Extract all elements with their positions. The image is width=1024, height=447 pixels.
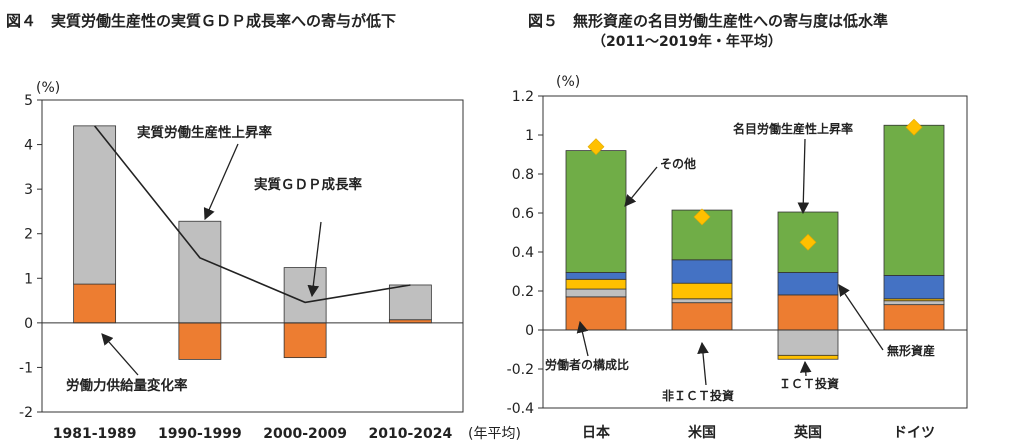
- chart2-category-label: 英国: [793, 424, 822, 441]
- chart2-bars: [565, 124, 945, 360]
- chart2-bar-segment: [777, 329, 839, 356]
- chart2-markers: [587, 118, 923, 251]
- chart2-ytick-label: 0.8: [512, 167, 534, 183]
- chart1-ytick-label: 0: [24, 316, 33, 332]
- chart2-ytick-label: 1.2: [512, 89, 534, 105]
- chart2-category-label: 米国: [688, 424, 716, 441]
- chart2-ytick-label: 1: [525, 128, 534, 144]
- chart2-bar-segment: [883, 124, 945, 276]
- chart-figure4: 図４ 実質労働生産性の実質ＧＤＰ成長率への寄与が低下 (%) (年平均) -2-…: [6, 12, 521, 442]
- chart2-y-axis: -0.4 -0.2 0 0.2 0.4 0.6 0.8 1 1.2: [507, 89, 543, 417]
- chart2-bar-segment: [671, 298, 733, 304]
- chart2-category-label: 日本: [582, 424, 611, 441]
- chart1-x-axis: 1981-1989 1990-1999 2000-2009 2010-2024: [53, 426, 453, 442]
- chart2-annotation-other: その他: [660, 156, 696, 171]
- chart1-ytick-label: 4: [24, 138, 33, 154]
- chart2-annotation-intangible: 無形資産: [887, 343, 935, 358]
- chart2-ytick-label: 0: [525, 323, 534, 339]
- chart1-annotation-productivity: 実質労働生産性上昇率: [137, 124, 272, 141]
- chart1-bar-segment: [73, 125, 117, 285]
- chart-figure5: 図５ 無形資産の名目労働生産性への寄与度は低水準 （2011～2019年・年平均…: [507, 12, 968, 441]
- chart2-arrow-nonict: [697, 341, 709, 386]
- chart1-ytick-label: -2: [19, 405, 33, 421]
- chart1-plot-frame: [41, 99, 464, 413]
- chart1-ytick-label: 5: [24, 93, 33, 109]
- chart1-bar-segment: [283, 322, 327, 359]
- chart1-annotation-gdp: 実質ＧＤＰ成長率: [254, 176, 362, 193]
- chart1-bar-segment: [73, 283, 117, 324]
- chart1-x-note: (年平均): [468, 426, 521, 442]
- chart1-ytick-label: 1: [24, 271, 33, 287]
- chart2-title: 図５ 無形資産の名目労働生産性への寄与度は低水準: [528, 12, 888, 30]
- chart2-ylabel: (%): [556, 74, 580, 90]
- chart2-bar-segment: [671, 302, 733, 331]
- chart2-annotation-nonict: 非ＩＣＴ投資: [662, 388, 734, 403]
- chart2-arrow-intangible: [838, 284, 884, 351]
- chart2-annotation-ict: ＩＣＴ投資: [779, 376, 839, 391]
- chart1-bars: [73, 125, 432, 360]
- chart1-category-label: 1990-1999: [158, 426, 242, 442]
- chart1-annotation-labor: 労働力供給量変化率: [66, 377, 188, 394]
- chart2-category-label: ドイツ: [893, 425, 935, 441]
- chart2-annotation-nominal: 名目労働生産性上昇率: [733, 121, 853, 136]
- chart2-diamond-marker: [587, 138, 605, 156]
- chart1-category-label: 2010-2024: [369, 426, 453, 442]
- chart1-ytick-label: 3: [24, 182, 33, 198]
- chart1-gdp-line: [93, 125, 411, 304]
- chart2-ytick-label: 0.4: [512, 245, 534, 261]
- chart2-bar-segment: [671, 259, 733, 284]
- chart1-bar-segment: [388, 284, 432, 321]
- chart2-bar-segment: [777, 294, 839, 331]
- chart2-ytick-label: -0.4: [507, 401, 534, 417]
- chart2-bar-segment: [671, 282, 733, 300]
- chart2-arrow-ict: [799, 360, 812, 377]
- chart2-arrow-other: [624, 166, 658, 207]
- chart2-arrow-workers: [576, 320, 589, 357]
- chart2-x-axis: 日本 米国 英国 ドイツ: [582, 424, 935, 441]
- chart2-bar-segment: [777, 354, 839, 360]
- chart2-bar-segment: [883, 300, 945, 306]
- chart2-bar-segment: [777, 272, 839, 296]
- chart2-bar-segment: [565, 272, 627, 280]
- chart1-bar-segment: [283, 267, 327, 324]
- chart1-category-label: 1981-1989: [53, 426, 137, 442]
- chart1-category-label: 2000-2009: [263, 426, 347, 442]
- chart2-ytick-label: 0.2: [512, 284, 534, 300]
- chart1-arrow-gdp: [307, 221, 322, 298]
- chart2-annotation-workers: 労働者の構成比: [545, 357, 629, 372]
- chart2-bar-segment: [565, 150, 627, 273]
- chart1-y-axis: -2 -1 0 1 2 3 4 5: [19, 93, 42, 421]
- chart2-diamond-marker: [799, 233, 817, 251]
- chart2-bar-segment: [565, 278, 627, 290]
- chart2-bar-segment: [565, 288, 627, 298]
- chart1-ytick-label: -1: [19, 360, 33, 376]
- chart2-bar-segment: [565, 296, 627, 331]
- chart2-diamond-marker: [693, 208, 711, 226]
- chart2-diamond-marker: [905, 118, 923, 136]
- chart2-subtitle: （2011～2019年・年平均）: [592, 33, 782, 50]
- chart1-arrow-labor: [101, 333, 139, 376]
- chart2-arrow-nominal: [797, 138, 810, 215]
- chart2-bar-segment: [883, 304, 945, 331]
- chart2-ytick-label: 0.6: [512, 206, 534, 222]
- chart1-ylabel: (%): [36, 80, 60, 96]
- chart2-bar-segment: [883, 274, 945, 300]
- chart2-ytick-label: -0.2: [507, 362, 534, 378]
- chart1-bar-segment: [178, 322, 222, 360]
- chart1-title: 図４ 実質労働生産性の実質ＧＤＰ成長率への寄与が低下: [6, 12, 396, 30]
- chart1-ytick-label: 2: [24, 227, 33, 243]
- chart1-arrow-productivity: [203, 143, 239, 221]
- chart1-bar-segment: [178, 220, 222, 324]
